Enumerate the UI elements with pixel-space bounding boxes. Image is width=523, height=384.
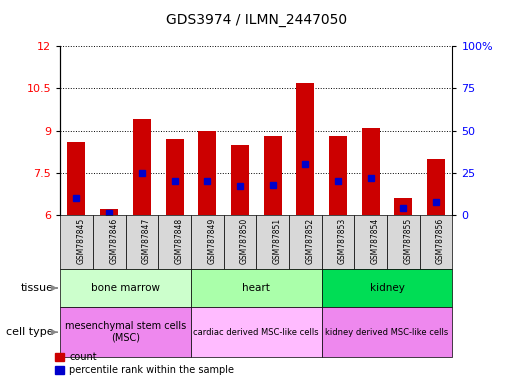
Text: cardiac derived MSC-like cells: cardiac derived MSC-like cells bbox=[194, 328, 319, 337]
Text: GDS3974 / ILMN_2447050: GDS3974 / ILMN_2447050 bbox=[166, 13, 347, 27]
Bar bbox=[93, 215, 126, 269]
Bar bbox=[231, 145, 249, 215]
Bar bbox=[256, 215, 289, 269]
Text: GSM787855: GSM787855 bbox=[403, 218, 412, 264]
Legend: count, percentile rank within the sample: count, percentile rank within the sample bbox=[54, 353, 234, 375]
Text: GSM787852: GSM787852 bbox=[305, 218, 314, 264]
Bar bbox=[329, 136, 347, 215]
Bar bbox=[60, 215, 93, 269]
Text: GSM787850: GSM787850 bbox=[240, 218, 249, 264]
Bar bbox=[224, 215, 256, 269]
Bar bbox=[158, 215, 191, 269]
Bar bbox=[67, 142, 85, 215]
Text: kidney: kidney bbox=[370, 283, 404, 293]
Text: mesenchymal stem cells
(MSC): mesenchymal stem cells (MSC) bbox=[65, 321, 186, 343]
Text: GSM787856: GSM787856 bbox=[436, 218, 445, 264]
Bar bbox=[297, 83, 314, 215]
Bar bbox=[60, 269, 191, 307]
Text: GSM787848: GSM787848 bbox=[175, 218, 184, 264]
Bar bbox=[191, 269, 322, 307]
Text: GSM787846: GSM787846 bbox=[109, 218, 118, 264]
Text: tissue: tissue bbox=[20, 283, 54, 293]
Text: GSM787851: GSM787851 bbox=[272, 218, 281, 264]
Bar bbox=[166, 139, 184, 215]
Bar bbox=[427, 159, 445, 215]
Bar bbox=[394, 198, 412, 215]
Bar bbox=[100, 209, 118, 215]
Text: GSM787854: GSM787854 bbox=[371, 218, 380, 264]
Text: kidney derived MSC-like cells: kidney derived MSC-like cells bbox=[325, 328, 449, 337]
Bar bbox=[419, 215, 452, 269]
Bar bbox=[60, 307, 191, 357]
Bar bbox=[264, 136, 281, 215]
Text: bone marrow: bone marrow bbox=[91, 283, 160, 293]
Text: GSM787849: GSM787849 bbox=[207, 218, 216, 264]
Bar bbox=[126, 215, 158, 269]
Bar bbox=[322, 215, 355, 269]
Bar bbox=[362, 128, 380, 215]
Bar bbox=[322, 307, 452, 357]
Bar bbox=[355, 215, 387, 269]
Bar bbox=[322, 269, 452, 307]
Text: heart: heart bbox=[242, 283, 270, 293]
Text: GSM787847: GSM787847 bbox=[142, 218, 151, 264]
Text: GSM787853: GSM787853 bbox=[338, 218, 347, 264]
Text: GSM787845: GSM787845 bbox=[76, 218, 85, 264]
Bar bbox=[133, 119, 151, 215]
Bar bbox=[387, 215, 419, 269]
Bar bbox=[198, 131, 216, 215]
Text: cell type: cell type bbox=[6, 327, 54, 337]
Bar bbox=[191, 215, 224, 269]
Bar bbox=[289, 215, 322, 269]
Bar bbox=[191, 307, 322, 357]
